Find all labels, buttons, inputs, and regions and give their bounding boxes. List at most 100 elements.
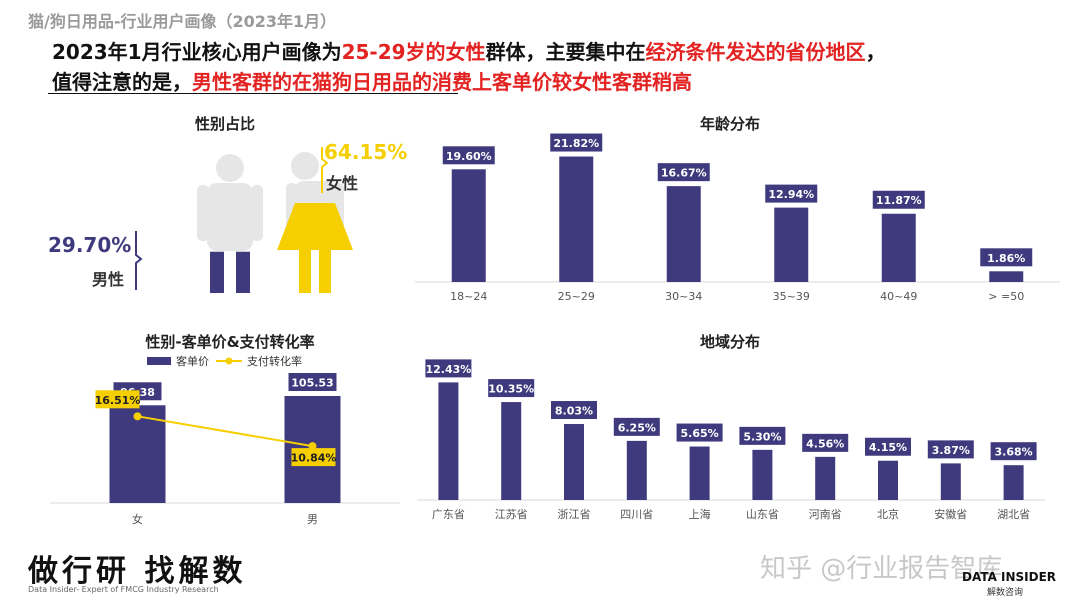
data-label-box <box>980 248 1033 267</box>
headline-line-2: 值得注意的是，男性客群的在猫狗日用品的消费上客单价较女性客群稍高 <box>52 66 692 95</box>
male-figure-icon <box>197 154 263 293</box>
male-share-label: 29.70% <box>48 233 131 257</box>
tick-label: 40~49 <box>880 290 917 303</box>
headline-line-1: 2023年1月行业核心用户画像为25-29岁的女性群体，主要集中在经济条件发达的… <box>52 36 886 65</box>
bar <box>878 460 898 500</box>
bar <box>109 405 166 503</box>
data-label: 21.82% <box>553 137 599 150</box>
tick-label: 上海 <box>689 507 711 521</box>
bar <box>1003 465 1024 500</box>
male-label-bracket <box>135 231 143 290</box>
data-label: 10.35% <box>488 383 534 396</box>
female-figure-icon <box>277 152 353 293</box>
tick-label: 35~39 <box>773 290 810 303</box>
male-category-label: 男性 <box>92 270 124 289</box>
data-label: 3.87% <box>932 444 970 457</box>
data-label-box <box>551 401 597 420</box>
data-label-box <box>488 379 535 398</box>
data-label-box <box>425 359 472 378</box>
tick-label: 北京 <box>877 507 899 521</box>
bar <box>881 213 916 282</box>
tick-label: > =50 <box>988 290 1024 303</box>
legend-swatch-bar <box>147 357 171 365</box>
data-label: 4.56% <box>806 437 844 450</box>
data-label: 105.53 <box>291 377 333 390</box>
age-chart-title: 年龄分布 <box>699 115 760 133</box>
footer-logo: 做行研 找解数 <box>28 554 247 589</box>
bar <box>940 463 961 500</box>
headline-text: 值得注意的是， <box>52 70 192 94</box>
data-label: 19.60% <box>446 150 492 163</box>
tick-label: 湖北省 <box>997 508 1030 521</box>
headline-text: 群体，主要集中在 <box>485 40 646 64</box>
tick-label: 山东省 <box>746 508 779 521</box>
legend-marker <box>225 357 233 365</box>
data-label: 8.03% <box>555 405 593 418</box>
male-share-fill <box>210 251 224 293</box>
data-label-box <box>550 133 603 152</box>
data-label: 11.87% <box>876 194 922 207</box>
data-label: 4.15% <box>869 441 907 454</box>
bar <box>564 424 584 500</box>
tick-label: 河南省 <box>809 508 842 521</box>
data-label-box <box>288 373 337 391</box>
data-label: 6.25% <box>618 421 656 434</box>
female-category-label: 女性 <box>326 174 358 193</box>
gender-price-chart-title: 性别-客单价&支付转化率 <box>145 333 315 351</box>
legend-label: 客单价 <box>176 354 209 368</box>
headline-text: ， <box>865 40 886 64</box>
brand-logo: DATA INSIDER <box>962 570 1057 584</box>
line-label: 10.84% <box>291 452 337 465</box>
series-line <box>137 415 313 448</box>
tick-label: 30~34 <box>665 290 702 303</box>
data-label: 12.43% <box>425 363 471 376</box>
headline-text: 2023年1月行业核心用户画像为 <box>52 40 342 64</box>
female-share-label: 64.15% <box>324 140 407 164</box>
line-label: 16.51% <box>95 394 141 407</box>
tick-label: 25~29 <box>558 290 595 303</box>
data-label: 5.30% <box>743 430 781 443</box>
data-label: 16.67% <box>661 167 707 180</box>
page-subtitle: 猫/狗日用品-行业用户画像（2023年1月） <box>28 12 337 31</box>
line-label-box <box>95 390 140 409</box>
data-label-box <box>613 417 660 436</box>
male-share-fill <box>236 251 250 293</box>
bar <box>815 456 836 500</box>
data-label: 1.86% <box>987 252 1025 265</box>
bar <box>438 382 459 500</box>
bar <box>989 271 1024 282</box>
gender-chart-title: 性别占比 <box>194 115 255 133</box>
tick-label: 广东省 <box>432 508 465 521</box>
female-label-bracket <box>321 147 329 193</box>
footer-tagline: Data Insider- Expert of FMCG Industry Re… <box>28 585 219 594</box>
data-label-box <box>739 426 786 445</box>
bar <box>501 402 522 500</box>
tick-label: 安徽省 <box>934 507 967 521</box>
legend-label: 支付转化率 <box>247 354 302 368</box>
bar <box>451 169 486 282</box>
bar <box>689 446 710 500</box>
region-chart-title: 地域分布 <box>699 333 760 351</box>
data-label-box <box>872 190 925 209</box>
bar <box>626 440 647 500</box>
headline-highlight: 男性客群的在猫狗日用品的消费上客单价较女性客群稍高 <box>192 70 692 94</box>
gender-chart: 64.15% 女性 29.70% 男性 <box>48 140 407 293</box>
brand-cn: 解数咨询 <box>987 588 1024 598</box>
data-label-box <box>676 423 723 442</box>
data-label-box <box>657 163 710 182</box>
data-label: 12.94% <box>768 188 814 201</box>
tick-label: 江苏省 <box>495 508 528 521</box>
headline-highlight: 25-29岁的女性 <box>341 40 486 64</box>
region-bar-chart: 12.43% 广东省 10.35% 江苏省 8.03% 浙江省 6.25% 四川省 5.65% 上… <box>417 359 1045 521</box>
data-label-box <box>990 442 1037 461</box>
data-label: 3.68% <box>995 446 1033 459</box>
tick-label: 18~24 <box>450 290 487 303</box>
tick-label: 女 <box>132 512 143 525</box>
tick-label: 四川省 <box>620 508 653 521</box>
data-label-box <box>442 146 495 165</box>
tick-label: 浙江省 <box>558 508 591 521</box>
bar <box>559 156 594 282</box>
tick-label: 男 <box>307 513 318 525</box>
data-label-box <box>865 437 911 456</box>
